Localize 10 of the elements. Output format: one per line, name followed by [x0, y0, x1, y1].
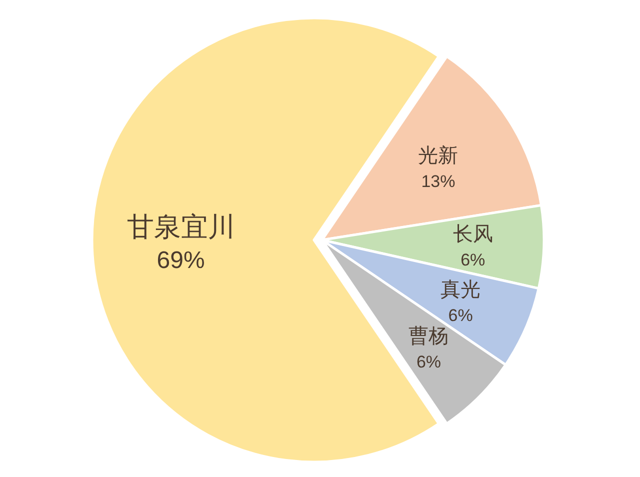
data-label: 6%: [416, 352, 442, 372]
slice-label: 甘泉宜川: [126, 212, 235, 243]
data-label: 6%: [448, 306, 473, 325]
data-label: 6%: [460, 250, 486, 270]
data-label: 69%: [156, 247, 205, 274]
slice-label: 光新: [418, 143, 458, 168]
slice-label: 真光: [440, 276, 481, 301]
data-label: 13%: [421, 172, 456, 192]
slice-label: 长风: [452, 222, 493, 246]
slice-label: 曹杨: [408, 324, 449, 348]
